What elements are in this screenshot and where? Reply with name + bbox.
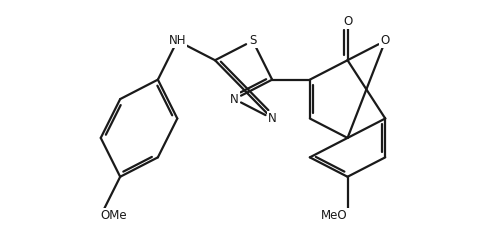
Text: N: N bbox=[230, 93, 239, 105]
Text: S: S bbox=[249, 34, 257, 47]
Text: NH: NH bbox=[169, 34, 186, 47]
Text: N: N bbox=[268, 112, 277, 125]
Text: O: O bbox=[343, 15, 352, 28]
Text: MeO: MeO bbox=[321, 209, 347, 222]
Text: O: O bbox=[381, 34, 390, 47]
Text: OMe: OMe bbox=[101, 209, 127, 222]
